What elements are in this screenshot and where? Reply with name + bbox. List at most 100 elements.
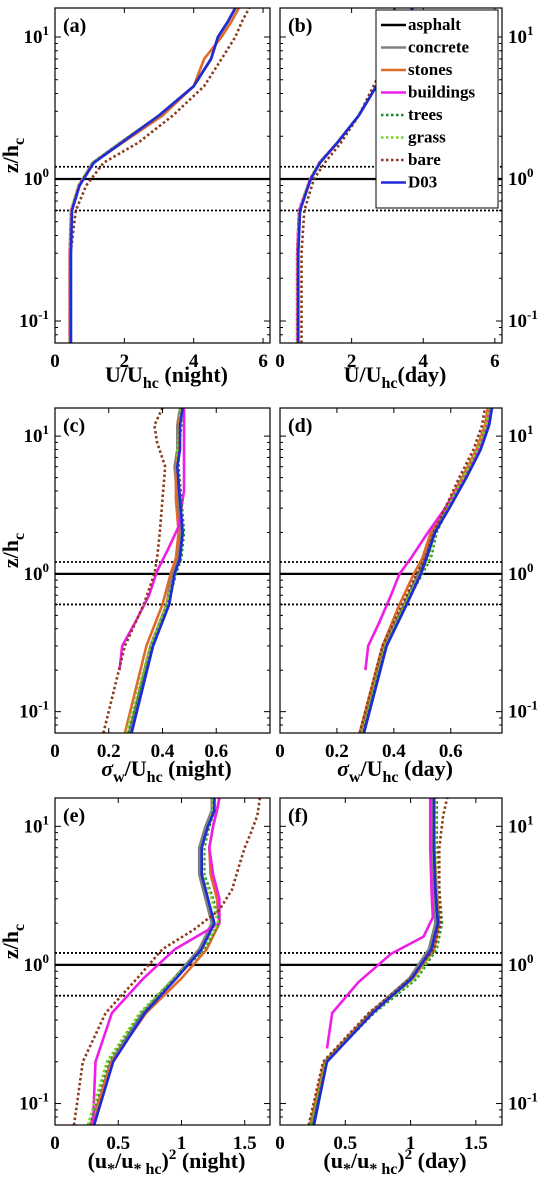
x-tick-label: 0.4 bbox=[151, 741, 175, 762]
y-axis-label: z/hc bbox=[0, 533, 28, 568]
series-line-asphalt bbox=[311, 798, 438, 1125]
axes-frame bbox=[54, 797, 271, 1126]
series-line-D03 bbox=[312, 798, 440, 1125]
legend-label-bare: bare bbox=[408, 150, 441, 169]
x-tick-label: 4 bbox=[418, 351, 428, 372]
x-axis-label: σw/Uhc (day) bbox=[337, 756, 453, 786]
x-tick-label: 0.2 bbox=[97, 741, 121, 762]
x-tick-label: 0.6 bbox=[204, 741, 228, 762]
series-line-bare bbox=[358, 408, 487, 733]
y-tick-label: 100 bbox=[508, 560, 534, 585]
x-tick-label: 1 bbox=[177, 1133, 187, 1154]
y-tick-label: 10-1 bbox=[19, 698, 49, 723]
y-tick-label: 10-1 bbox=[508, 1090, 538, 1115]
series-line-stones bbox=[68, 8, 240, 343]
series-line-D03 bbox=[92, 798, 216, 1125]
panel-d: 0 0.2 0.4 0.6 10-1 100 101 (d) σw/Uhc (day) bbox=[275, 407, 538, 786]
y-axis-label: z/hc bbox=[0, 138, 28, 173]
panel-label: (c) bbox=[63, 415, 85, 437]
x-axis-label: U/Uhc(day) bbox=[344, 362, 447, 392]
y-tick-label: 100 bbox=[24, 560, 50, 585]
panel-e: 0 0.5 1 1.5 10-1 100 101 (e) (u*/u* hc)2 (night)… bbox=[0, 797, 271, 1178]
y-axis-label: z/hc bbox=[0, 924, 28, 959]
series-line-bare bbox=[307, 798, 449, 1125]
series-line-bare bbox=[69, 8, 251, 343]
legend: asphalt concrete stones buildings trees grass… bbox=[375, 9, 499, 209]
series-group bbox=[102, 408, 186, 733]
series-group bbox=[358, 408, 494, 733]
legend-label-grass: grass bbox=[408, 128, 446, 147]
x-tick-label: 0 bbox=[275, 741, 285, 762]
legend-box bbox=[375, 9, 499, 209]
series-group bbox=[307, 798, 449, 1125]
y-tick-label: 101 bbox=[24, 422, 50, 447]
panel-f: 0 0.5 1 1.5 10-1 100 101 (f) (u*/u* hc)2 (day) bbox=[275, 797, 538, 1178]
y-tick-label: 100 bbox=[508, 165, 534, 190]
series-line-grass bbox=[124, 408, 184, 733]
x-tick-label: 0.6 bbox=[439, 741, 463, 762]
panel-label: (a) bbox=[63, 15, 86, 37]
legend-label-stones: stones bbox=[408, 60, 453, 79]
legend-label-D03: D03 bbox=[408, 173, 437, 192]
x-axis-label: (u*/u* hc)2 (night) bbox=[88, 1147, 246, 1178]
x-tick-label: 1.5 bbox=[464, 1133, 488, 1154]
panel-a: 0 2 4 6 10-1 100 101 (a) U/Uhc (night) z/hc bbox=[0, 7, 271, 392]
legend-label-trees: trees bbox=[408, 105, 443, 124]
panel-c: 0 0.2 0.4 0.6 10-1 100 101 (c) σw/Uhc (night) z/h… bbox=[0, 407, 271, 786]
x-tick-label: 0 bbox=[275, 1133, 285, 1154]
x-tick-label: 0 bbox=[50, 741, 60, 762]
x-tick-label: 1.5 bbox=[233, 1133, 257, 1154]
y-tick-label: 10-1 bbox=[19, 1090, 49, 1115]
x-tick-label: 0.5 bbox=[106, 1133, 130, 1154]
series-line-D03 bbox=[362, 408, 494, 733]
x-tick-label: 0 bbox=[50, 351, 60, 372]
series-line-stones bbox=[123, 408, 183, 733]
x-tick-label: 2 bbox=[120, 351, 130, 372]
legend-label-asphalt: asphalt bbox=[408, 15, 461, 34]
y-tick-label: 101 bbox=[24, 23, 50, 48]
y-tick-label: 101 bbox=[508, 812, 534, 837]
x-tick-label: 4 bbox=[189, 351, 199, 372]
legend-label-buildings: buildings bbox=[408, 83, 475, 102]
x-tick-label: 0.5 bbox=[333, 1133, 357, 1154]
x-axis-label: σw/Uhc (night) bbox=[101, 756, 231, 786]
x-tick-label: 1 bbox=[406, 1133, 416, 1154]
y-tick-label: 100 bbox=[24, 951, 50, 976]
panel-label: (f) bbox=[288, 805, 308, 827]
x-tick-label: 0.4 bbox=[382, 741, 406, 762]
series-group bbox=[68, 8, 251, 343]
axes-frame bbox=[279, 797, 503, 1126]
series-line-buildings bbox=[364, 408, 492, 671]
series-line-stones bbox=[358, 408, 490, 733]
panel-label: (e) bbox=[63, 805, 85, 827]
y-tick-label: 101 bbox=[508, 422, 534, 447]
x-tick-label: 6 bbox=[490, 351, 500, 372]
x-tick-label: 6 bbox=[258, 351, 268, 372]
series-line-concrete bbox=[310, 798, 437, 1125]
x-tick-label: 0 bbox=[50, 1133, 60, 1154]
y-tick-label: 100 bbox=[24, 165, 50, 190]
y-tick-label: 101 bbox=[24, 812, 50, 837]
axes-frame bbox=[54, 7, 271, 344]
series-line-D03 bbox=[130, 408, 184, 733]
y-tick-label: 101 bbox=[508, 23, 534, 48]
series-line-bare bbox=[102, 408, 167, 733]
x-tick-label: 0.2 bbox=[325, 741, 349, 762]
panel-label: (d) bbox=[288, 415, 312, 437]
legend-label-concrete: concrete bbox=[408, 38, 469, 57]
axes-frame bbox=[279, 407, 503, 734]
y-tick-label: 10-1 bbox=[508, 698, 538, 723]
y-tick-label: 100 bbox=[508, 951, 534, 976]
series-line-bare bbox=[300, 8, 396, 343]
series-line-D03 bbox=[69, 8, 237, 343]
series-group bbox=[72, 798, 262, 1125]
x-axis-label: (u*/u* hc)2 (day) bbox=[323, 1147, 466, 1178]
x-axis-label: U/Uhc (night) bbox=[105, 362, 228, 392]
series-line-bare bbox=[72, 798, 262, 1125]
y-tick-label: 10-1 bbox=[19, 307, 49, 332]
x-tick-label: 2 bbox=[347, 351, 357, 372]
y-tick-label: 10-1 bbox=[508, 307, 538, 332]
axes-frame bbox=[279, 7, 503, 344]
x-tick-label: 0 bbox=[275, 351, 285, 372]
